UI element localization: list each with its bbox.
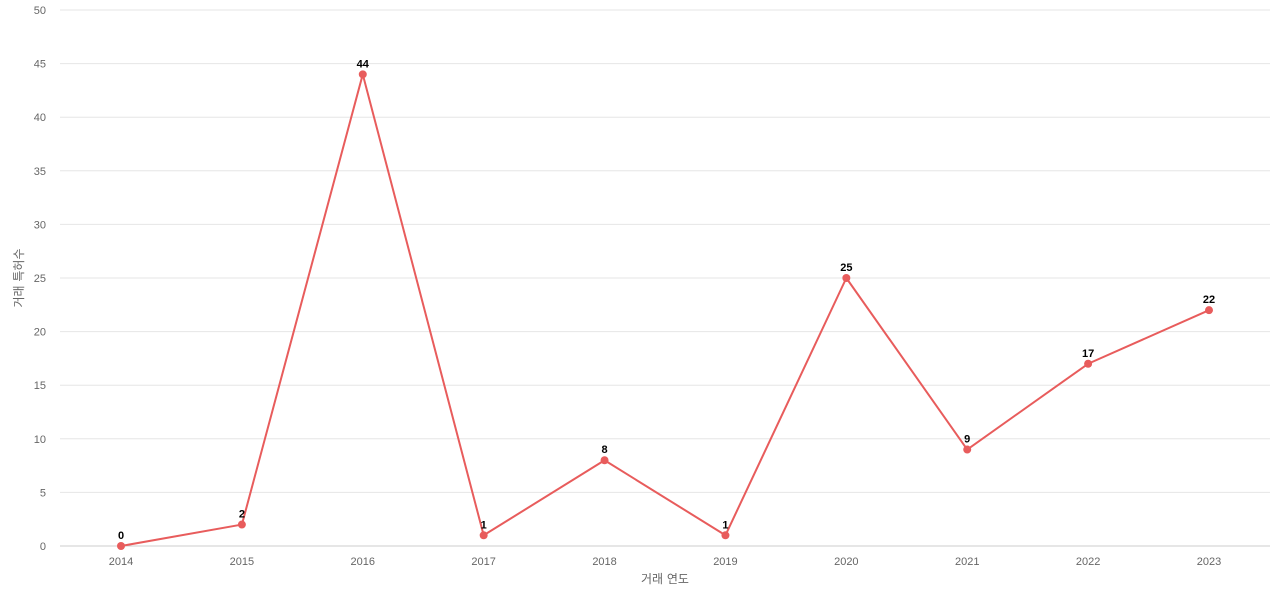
grid-lines <box>60 9 1270 547</box>
data-point <box>1084 359 1093 368</box>
data-label: 25 <box>840 262 852 274</box>
data-point <box>358 70 367 79</box>
data-point <box>479 531 488 540</box>
data-point <box>963 445 972 454</box>
y-axis-title: 거래 특허수 <box>12 248 26 307</box>
x-tick-label: 2019 <box>713 556 737 568</box>
y-tick-label: 15 <box>34 380 46 392</box>
data-point <box>842 274 851 282</box>
x-tick-label: 2016 <box>351 556 375 568</box>
data-point <box>600 456 609 465</box>
data-label: 1 <box>481 519 487 531</box>
data-label: 8 <box>601 444 607 456</box>
data-label: 2 <box>239 509 245 521</box>
y-tick-label: 45 <box>34 59 46 71</box>
data-points <box>117 70 1213 550</box>
data-labels: 0 2 44 1 8 1 25 9 17 22 <box>118 58 1215 542</box>
y-tick-label: 5 <box>40 487 46 499</box>
data-label: 1 <box>722 519 728 531</box>
series-line <box>120 73 1210 547</box>
x-tick-label: 2023 <box>1197 556 1221 568</box>
x-tick-label: 2021 <box>955 556 979 568</box>
x-tick-label: 2018 <box>592 556 616 568</box>
data-label: 44 <box>357 58 370 70</box>
y-tick-label: 0 <box>40 541 46 553</box>
data-point <box>721 531 730 540</box>
x-tick-label: 2020 <box>834 556 858 568</box>
x-axis-ticks: 2014 2015 2016 2017 2018 2019 2020 2021 2022 2023 <box>109 556 1221 568</box>
y-tick-label: 30 <box>34 219 46 231</box>
y-tick-label: 35 <box>34 166 46 178</box>
y-tick-label: 40 <box>34 112 46 124</box>
y-tick-label: 50 <box>34 5 46 17</box>
y-tick-label: 10 <box>34 434 46 446</box>
data-label: 9 <box>964 434 970 446</box>
data-point <box>1205 306 1213 315</box>
y-tick-label: 20 <box>34 327 46 339</box>
data-label: 17 <box>1082 348 1094 360</box>
y-axis-ticks: 0 5 10 15 20 25 30 35 40 45 50 <box>34 5 46 553</box>
y-tick-label: 25 <box>34 273 46 285</box>
x-tick-label: 2014 <box>109 556 133 568</box>
data-point <box>237 520 246 529</box>
data-label: 22 <box>1203 294 1215 306</box>
series-lines <box>120 73 1210 547</box>
x-axis-title: 거래 연도 <box>641 572 689 586</box>
x-tick-label: 2015 <box>230 556 254 568</box>
data-label: 0 <box>118 530 124 542</box>
data-point <box>117 542 125 550</box>
x-tick-label: 2022 <box>1076 556 1100 568</box>
x-tick-label: 2017 <box>471 556 495 568</box>
